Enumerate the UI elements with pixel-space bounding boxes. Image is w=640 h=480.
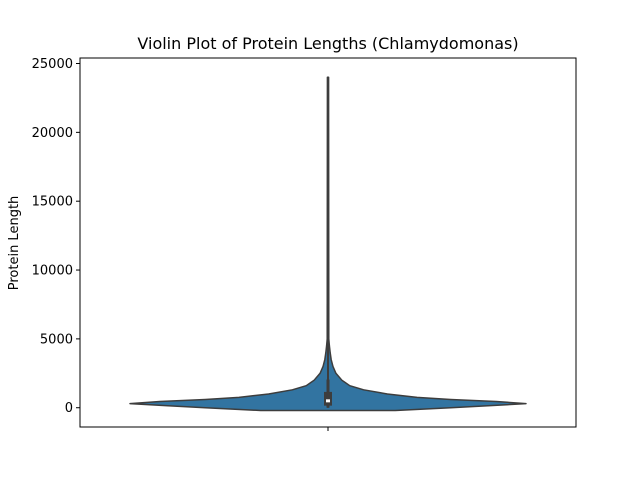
y-tick-label: 25000 (32, 57, 73, 72)
y-tick-label: 10000 (32, 264, 73, 279)
plot-frame (79, 57, 577, 428)
y-tick-label: 20000 (32, 126, 73, 141)
chart-title: Violin Plot of Protein Lengths (Chlamydo… (137, 34, 518, 53)
y-tick-label: 0 (65, 401, 73, 416)
iqr-box (324, 391, 332, 406)
y-axis-ticks: 0 5000 10000 15000 20000 25000 (32, 57, 80, 416)
median-marker (326, 399, 330, 403)
y-tick-label: 5000 (40, 332, 73, 347)
y-tick-label: 15000 (32, 195, 73, 210)
y-axis-label: Protein Length (7, 196, 22, 291)
plot-area (129, 76, 527, 412)
